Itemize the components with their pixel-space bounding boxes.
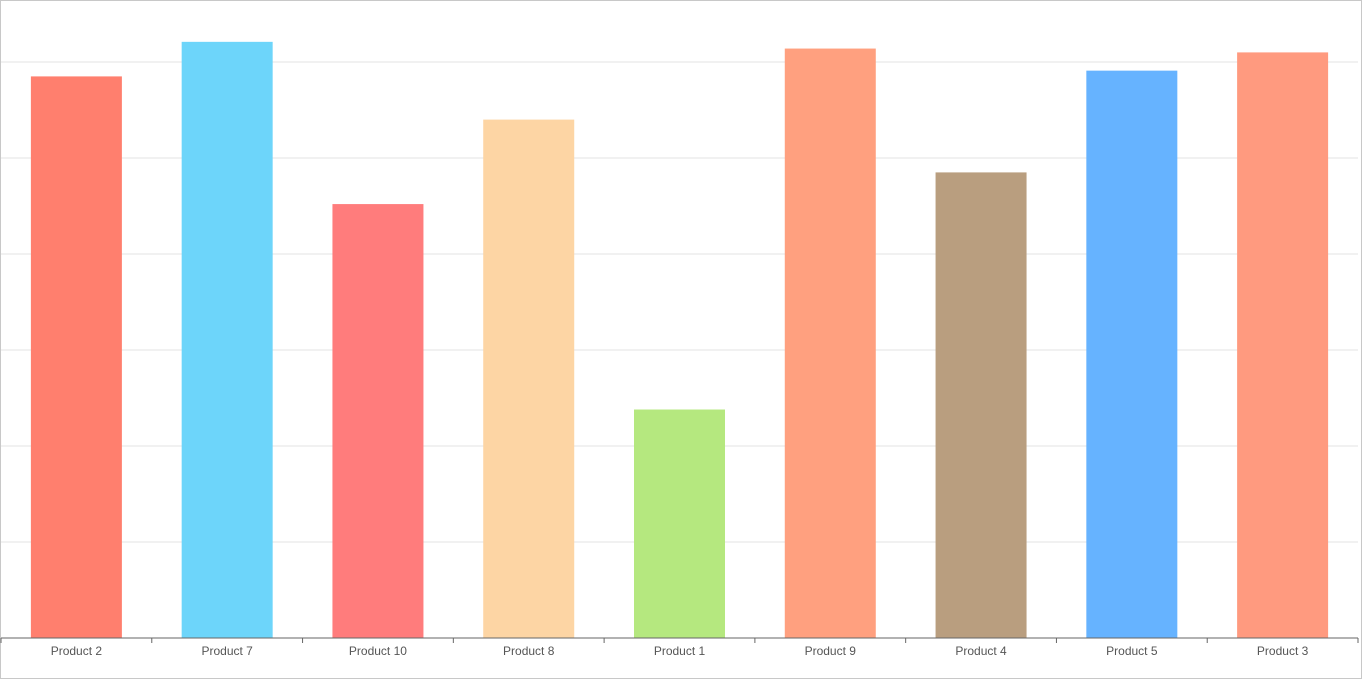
x-tick-label: Product 4 <box>955 644 1007 658</box>
x-axis: Product 2 Product 7 Product 10 Product 8 Pro… <box>0 637 1359 658</box>
bar-product-7[interactable] <box>181 41 273 638</box>
x-tick-label: Product 8 <box>503 644 555 658</box>
x-tick-label: Product 1 <box>654 644 706 658</box>
bar-product-3[interactable] <box>1237 52 1329 638</box>
x-tick-label: Product 10 <box>349 644 407 658</box>
x-tick-label: Product 9 <box>805 644 857 658</box>
x-tick-label: Product 7 <box>201 644 253 658</box>
bar-product-10[interactable] <box>332 204 424 638</box>
bar-product-2[interactable] <box>30 76 122 638</box>
bar-product-1[interactable] <box>634 409 725 638</box>
bar-product-5[interactable] <box>1086 70 1178 638</box>
x-tick-label: Product 5 <box>1106 644 1158 658</box>
x-tick-label: Product 2 <box>51 644 103 658</box>
bar-product-4[interactable] <box>935 172 1027 638</box>
x-tick-label: Product 3 <box>1257 644 1309 658</box>
bar-product-9[interactable] <box>784 48 876 639</box>
bar-product-8[interactable] <box>483 119 575 639</box>
bars <box>30 41 1329 639</box>
